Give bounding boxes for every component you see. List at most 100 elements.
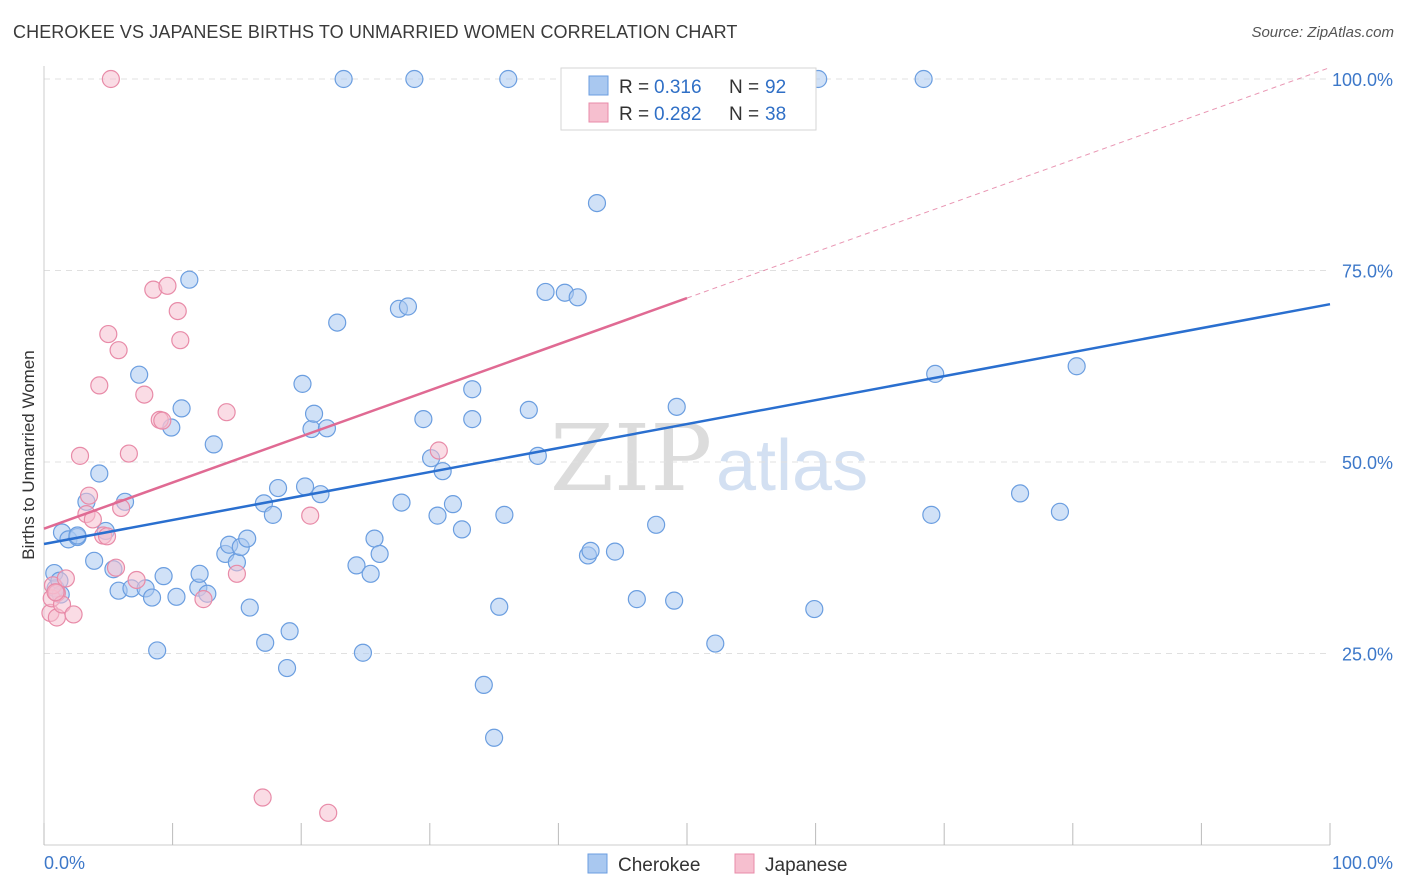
cherokee-point <box>240 598 259 617</box>
cherokee-point <box>443 495 463 514</box>
cherokee-point <box>180 270 199 289</box>
cherokee-point <box>392 493 411 512</box>
japanese-point <box>253 788 272 807</box>
y-tick-label: 75.0% <box>1342 262 1393 282</box>
cherokee-point <box>293 374 312 393</box>
cherokee-point <box>167 587 186 606</box>
japanese-point <box>99 324 118 344</box>
japanese-point <box>194 590 213 609</box>
japanese-trend-extension <box>686 67 1331 299</box>
bottom-legend-label-japanese: Japanese <box>765 855 847 876</box>
cherokee-point <box>304 404 324 423</box>
cherokee-point <box>1010 484 1030 503</box>
cherokee-point <box>347 556 366 575</box>
cherokee-point <box>581 541 600 560</box>
cherokee-point <box>463 410 482 429</box>
cherokee-point <box>587 193 607 213</box>
cherokee-point <box>428 506 447 525</box>
cherokee-point <box>268 478 288 498</box>
series-legend: Cherokee Japanese <box>587 853 847 876</box>
y-axis-title: Births to Unmarried Women <box>19 350 38 559</box>
cherokee-point <box>90 464 109 483</box>
legend-n-label-japanese: N = <box>729 104 759 125</box>
x-tick-label-max: 100.0% <box>1332 853 1393 873</box>
stats-legend: R = 0.316 N = 92 R = 0.282 N = 38 <box>560 67 817 131</box>
chart-title: CHEROKEE VS JAPANESE BIRTHS TO UNMARRIED… <box>13 22 738 42</box>
x-tick-label-min: 0.0% <box>44 853 85 873</box>
japanese-point <box>119 444 138 463</box>
cherokee-point <box>474 675 493 695</box>
legend-r-cherokee: 0.316 <box>654 77 702 98</box>
bottom-legend-swatch-japanese <box>734 853 755 874</box>
cherokee-point <box>605 542 625 561</box>
bottom-legend-swatch-cherokee <box>587 853 608 874</box>
japanese-point <box>319 803 338 822</box>
cherokee-trend-line <box>43 302 1331 546</box>
cherokee-point <box>295 477 315 496</box>
cherokee-point <box>1050 502 1070 521</box>
japanese-point <box>217 403 236 422</box>
cherokee-point <box>370 544 389 564</box>
watermark-zip: ZIP <box>550 405 712 512</box>
cherokee-point <box>277 658 297 678</box>
cherokee-point <box>805 599 824 619</box>
japanese-point <box>227 564 246 583</box>
japanese-trend-line <box>43 296 688 530</box>
cherokee-point <box>463 380 482 399</box>
cherokee-point <box>365 529 384 548</box>
japanese-point <box>79 486 99 505</box>
cherokee-point <box>405 69 424 89</box>
cherokee-point <box>85 551 104 570</box>
cherokee-point <box>536 282 555 302</box>
y-tick-label: 100.0% <box>1332 70 1393 90</box>
legend-n-japanese: 38 <box>765 104 786 125</box>
cherokee-point <box>154 567 173 586</box>
cherokee-point <box>263 505 283 524</box>
cherokee-point <box>914 69 933 89</box>
cherokee-point <box>706 634 725 653</box>
y-tick-labels: 25.0% 50.0% 75.0% 100.0% <box>1332 70 1393 665</box>
cherokee-point <box>414 410 433 429</box>
japanese-point <box>135 385 154 404</box>
axes <box>43 66 1331 846</box>
cherokee-point <box>627 590 646 609</box>
legend-swatch-japanese <box>588 102 609 123</box>
japanese-point <box>90 376 109 395</box>
cherokee-point <box>361 564 380 583</box>
japanese-point <box>429 441 448 460</box>
y-tick-label: 25.0% <box>1342 645 1393 665</box>
bottom-legend-label-cherokee: Cherokee <box>618 855 700 876</box>
legend-n-cherokee: 92 <box>765 77 786 98</box>
cherokee-point <box>922 505 941 524</box>
japanese-point <box>101 69 120 89</box>
japanese-point <box>56 569 75 588</box>
cherokee-point <box>353 643 373 662</box>
japanese-point <box>106 558 126 577</box>
trend-lines <box>43 67 1331 546</box>
cherokee-points <box>45 69 1086 747</box>
cherokee-point <box>647 515 666 534</box>
japanese-point <box>301 506 320 525</box>
cherokee-point <box>667 397 686 416</box>
cherokee-point <box>519 400 538 420</box>
legend-r-japanese: 0.282 <box>654 104 702 125</box>
cherokee-point <box>398 297 418 316</box>
legend-r-label-japanese: R = <box>619 104 649 125</box>
japanese-point <box>70 446 90 465</box>
japanese-point <box>109 341 128 360</box>
source-label: Source: ZipAtlas.com <box>1251 24 1394 41</box>
cherokee-point <box>256 633 275 652</box>
japanese-point <box>171 331 190 350</box>
cherokee-point <box>238 529 257 548</box>
cherokee-point <box>568 288 587 307</box>
japanese-point <box>46 583 65 602</box>
japanese-point <box>64 605 83 624</box>
japanese-points <box>41 69 653 822</box>
x-tick-labels: 0.0% 100.0% <box>44 853 1393 873</box>
cherokee-point <box>485 728 504 747</box>
cherokee-point <box>499 69 518 89</box>
gridlines <box>44 78 1330 654</box>
japanese-point <box>127 570 146 590</box>
cherokee-point <box>190 564 209 583</box>
